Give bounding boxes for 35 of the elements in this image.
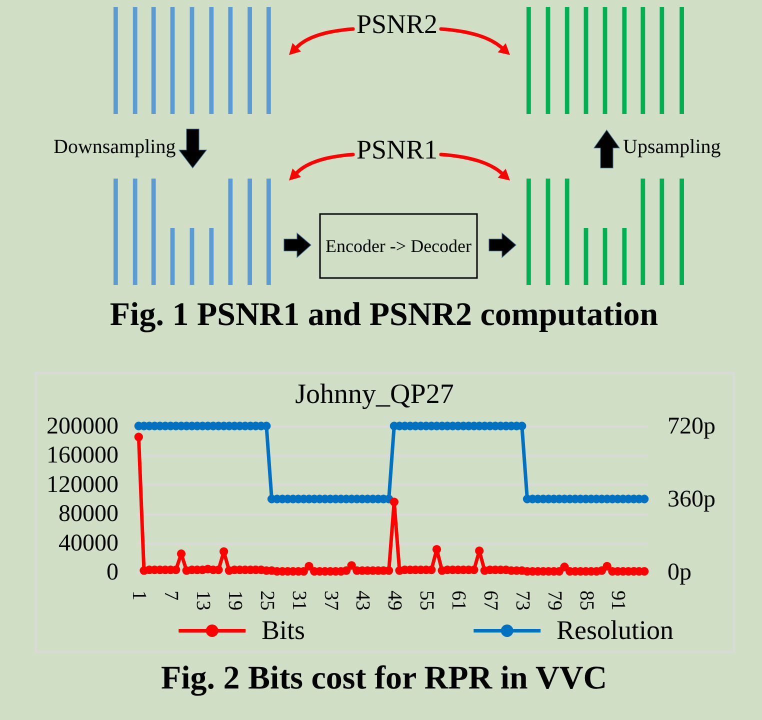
x-tick-label: 25 xyxy=(256,590,278,610)
x-tick-label: 91 xyxy=(607,590,630,610)
y-tick-label: 160000 xyxy=(46,442,118,469)
x-tick-label: 19 xyxy=(224,590,246,610)
x-tick-label: 31 xyxy=(288,590,310,610)
caption: Fig. 2 Bits cost for RPR in VVC xyxy=(160,660,608,696)
x-tick-label: 61 xyxy=(448,590,470,610)
legend-label: Bits xyxy=(262,614,306,645)
y2-tick-label: 0p xyxy=(668,560,692,586)
y-tick-label: 200000 xyxy=(46,414,118,440)
x-tick-label: 1 xyxy=(128,590,150,600)
x-tick-label: 55 xyxy=(416,590,438,610)
text: PSNR2 xyxy=(356,9,438,39)
x-tick-label: 85 xyxy=(575,590,598,610)
text: Fig. 1 PSNR1 and PSNR2 computation xyxy=(110,297,658,333)
x-tick-label: 73 xyxy=(511,590,534,610)
y2-tick-label: 720p xyxy=(668,414,716,440)
text: PSNR1 xyxy=(356,134,438,164)
y-tick-label: 40000 xyxy=(58,530,118,556)
x-tick-label: 7 xyxy=(160,590,182,600)
y-tick-label: 80000 xyxy=(58,501,118,528)
y-tick-label: 0 xyxy=(106,560,118,586)
y2-tick-label: 360p xyxy=(668,486,716,512)
x-tick-label: 67 xyxy=(479,590,502,610)
text: Downsampling xyxy=(54,136,176,158)
x-tick-label: 43 xyxy=(352,590,374,610)
text: Encoder -> Decoder xyxy=(325,236,472,256)
text: Upsampling xyxy=(623,136,721,158)
x-tick-label: 13 xyxy=(192,590,214,610)
y-tick-label: 120000 xyxy=(46,472,118,498)
chart-title: Johnny_QP27 xyxy=(295,379,454,410)
x-tick-label: 37 xyxy=(320,590,342,610)
legend-label: Resolution xyxy=(556,614,674,645)
x-tick-label: 49 xyxy=(384,590,406,610)
x-tick-label: 79 xyxy=(543,590,566,610)
